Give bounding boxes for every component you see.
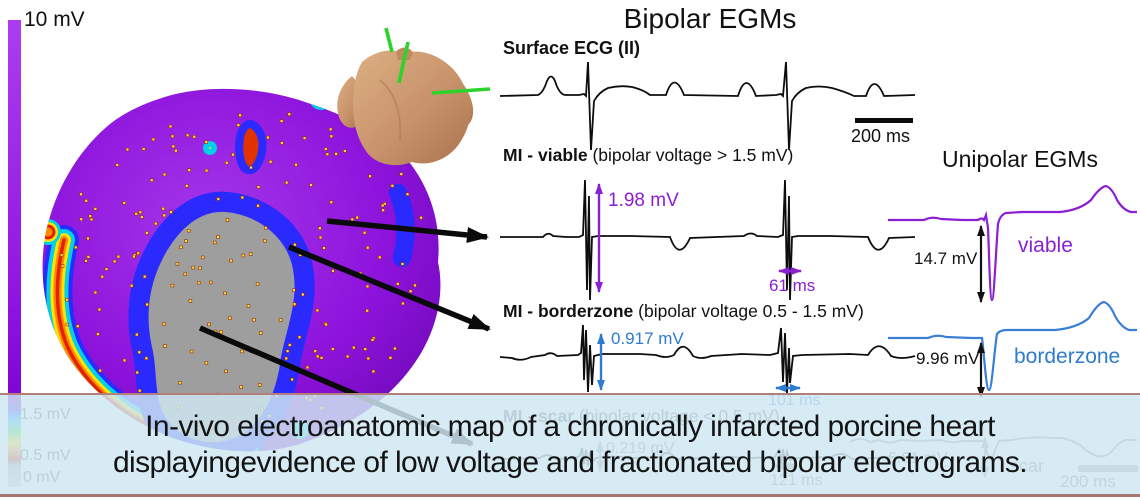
- mi-borderzone-label-bold: MI - borderzone: [503, 301, 634, 321]
- borderzone-bipolar-trace: [499, 324, 916, 394]
- unipolar-viable-voltage: 14.7 mV: [914, 249, 978, 268]
- viable-bipolar-trace: [500, 179, 916, 301]
- surface-ecg-label: Surface ECG (II): [503, 38, 641, 58]
- catheter-lines: [384, 27, 491, 95]
- borderzone-measure-arrows: [597, 333, 801, 392]
- torso-model: [337, 27, 491, 166]
- mi-viable-label: MI - viable (bipolar voltage > 1.5 mV): [503, 145, 793, 166]
- mi-borderzone-label-rest: (bipolar voltage 0.5 - 1.5 mV): [633, 301, 864, 321]
- caption-line1: In-vivo electroanatomic map of a chronic…: [145, 409, 995, 443]
- unipolar-borderzone-label: borderzone: [1014, 345, 1121, 368]
- surface-ecg-trace: [499, 61, 916, 151]
- voltage-colorbar: [8, 20, 21, 487]
- borderzone-voltage-value: 0.917 mV: [611, 329, 684, 348]
- viable-measure-arrows: [595, 183, 802, 293]
- mi-viable-label-rest: (bipolar voltage > 1.5 mV): [587, 145, 794, 165]
- unipolar-viable-label: viable: [1018, 234, 1073, 257]
- bipolar-egms-title: Bipolar EGMs: [623, 3, 797, 34]
- viable-voltage-value: 1.98 mV: [608, 190, 679, 211]
- mi-viable-label-bold: MI - viable: [503, 145, 588, 165]
- viable-duration-value: 61 ms: [769, 276, 816, 295]
- caption-line2: displayingevidence of low voltage and fr…: [112, 445, 1028, 479]
- colorbar-top-label: 10 mV: [24, 8, 85, 31]
- unipolar-egms-title: Unipolar EGMs: [942, 146, 1098, 172]
- borderzone-unipolar-trace: [888, 300, 1137, 392]
- unipolar-borderzone-voltage: 9.96 mV: [916, 349, 980, 368]
- caption-overlay: In-vivo electroanatomic map of a chronic…: [0, 393, 1140, 497]
- viable-unipolar-trace: [888, 184, 1137, 302]
- bipolar-scalebar-label: 200 ms: [851, 126, 911, 146]
- bipolar-scalebar: [855, 118, 913, 123]
- mi-borderzone-label: MI - borderzone (bipolar voltage 0.5 - 1…: [503, 301, 864, 322]
- mapping-points: [59, 112, 423, 433]
